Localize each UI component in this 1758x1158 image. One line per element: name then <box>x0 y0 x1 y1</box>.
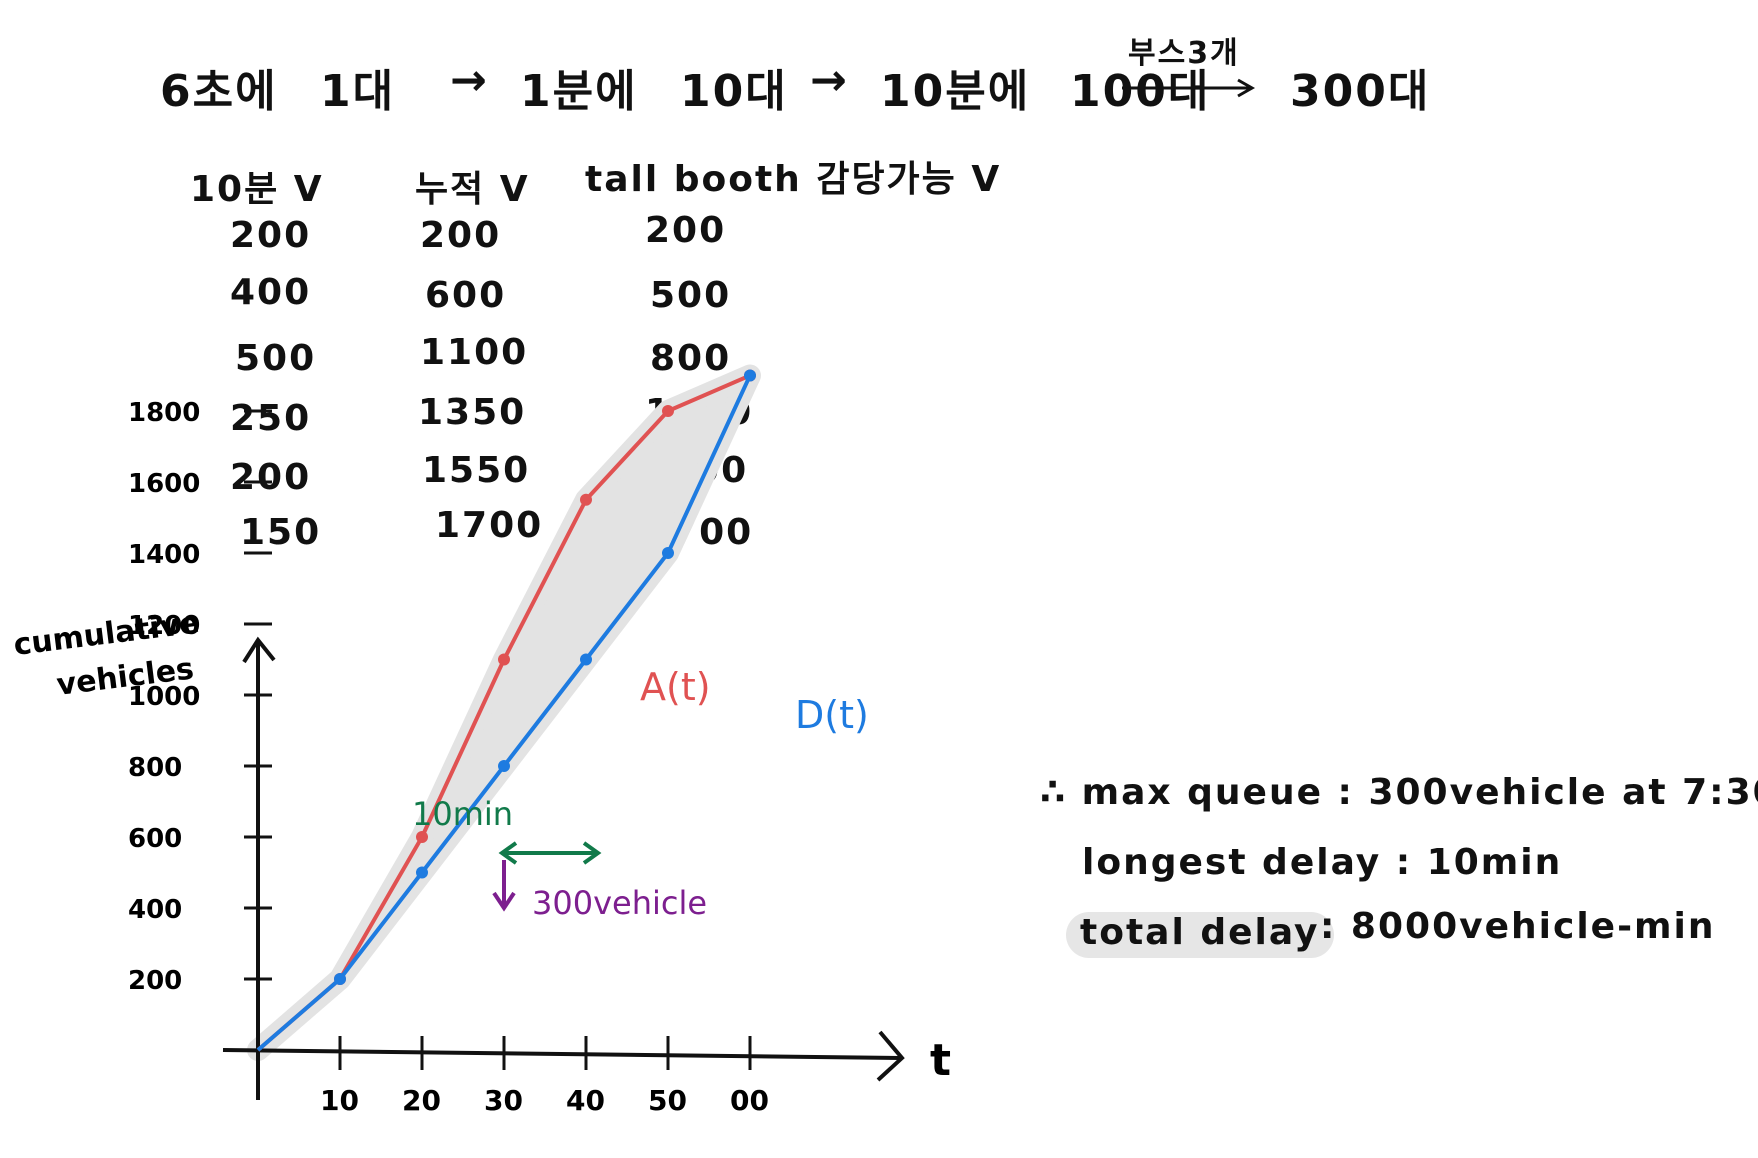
table-cell: 1550 <box>422 450 531 491</box>
data-point <box>416 831 428 843</box>
data-point <box>498 653 510 666</box>
y-tick-label: 1600 <box>128 469 200 499</box>
x-axis-arrow-icon <box>876 1030 905 1082</box>
data-point <box>744 369 756 382</box>
header-part-8: 100대 <box>1070 66 1211 117</box>
header-part-1: 6초에 <box>160 66 278 117</box>
data-point <box>580 493 592 506</box>
y-tick-label: 1800 <box>128 398 200 428</box>
table-cell: 600 <box>425 275 507 316</box>
header-part-7: 10분에 <box>880 66 1031 117</box>
header-part-2: 1대 <box>320 66 396 117</box>
header-part-5: 10대 <box>680 66 788 117</box>
arrow-right-icon: → <box>450 55 489 106</box>
table-cell: 200 <box>230 457 312 498</box>
x-tick-label: 40 <box>566 1084 605 1117</box>
header-part-4: 1분에 <box>520 66 638 117</box>
x-tick-label: 00 <box>730 1084 769 1117</box>
table-cell: 200 <box>230 215 312 256</box>
table-cell: 500 <box>235 338 317 379</box>
data-point <box>498 760 510 772</box>
table-cell: 400 <box>230 272 312 313</box>
table-cell: 250 <box>230 398 312 439</box>
total-delay-label: total delay <box>1080 912 1320 953</box>
table-header: tall booth 감당가능 V <box>585 159 1002 200</box>
long-arrow-icon <box>1122 78 1256 98</box>
total-delay-value: : 8000vehicle-min <box>1320 906 1716 947</box>
x-tick-label: 50 <box>648 1084 687 1117</box>
x-axis-label: t <box>930 1035 951 1086</box>
table-cell: 1100 <box>420 332 529 373</box>
y-axis-arrow-icon <box>242 636 276 664</box>
table-header: 누적 V <box>415 169 530 210</box>
table-cell: 200 <box>420 215 502 256</box>
max-queue-note: ∴ max queue : 300vehicle at 7:30 <box>1040 772 1758 813</box>
arrow-right-icon: → <box>810 55 849 106</box>
y-tick-label: 1000 <box>128 682 200 712</box>
table-cell: 150 <box>240 512 322 553</box>
longest-delay-note: longest delay : 10min <box>1082 842 1563 883</box>
y-tick-label: 400 <box>128 895 182 925</box>
x-tick-label: 10 <box>320 1084 359 1117</box>
y-tick-label: 600 <box>128 824 182 854</box>
y-tick-label: 1200 <box>128 611 200 641</box>
total-delay-highlight <box>1066 912 1334 958</box>
arrow-down-icon <box>492 891 516 912</box>
data-point <box>416 866 428 879</box>
queue-annotation-label: 300vehicle <box>532 884 707 922</box>
table-header: 10분 V <box>190 169 324 210</box>
y-tick-label: 800 <box>128 753 182 783</box>
booth-arrow-label: 부스3개 <box>1128 36 1240 71</box>
queue-area <box>247 364 761 1061</box>
header-part-9: 300대 <box>1290 66 1431 117</box>
delay-annotation-label: 10min <box>412 795 513 833</box>
table-cell: 200 <box>645 210 727 251</box>
series-label-a: A(t) <box>640 665 711 709</box>
table-cell: 1700 <box>435 505 544 546</box>
data-point <box>334 973 346 985</box>
x-tick-label: 30 <box>484 1084 523 1117</box>
x-axis <box>222 1048 901 1060</box>
arrow-left-icon <box>498 841 518 865</box>
y-tick-label: 1400 <box>128 540 200 570</box>
data-point <box>580 653 592 666</box>
table-cell: 500 <box>650 275 732 316</box>
series-label-d: D(t) <box>795 693 869 737</box>
y-tick-label: 200 <box>128 966 182 996</box>
x-tick-label: 20 <box>402 1084 441 1117</box>
arrow-right-icon <box>582 841 602 865</box>
table-cell: 800 <box>650 338 732 379</box>
table-cell: 1350 <box>418 392 527 433</box>
data-point <box>662 547 674 559</box>
data-point <box>662 405 674 417</box>
